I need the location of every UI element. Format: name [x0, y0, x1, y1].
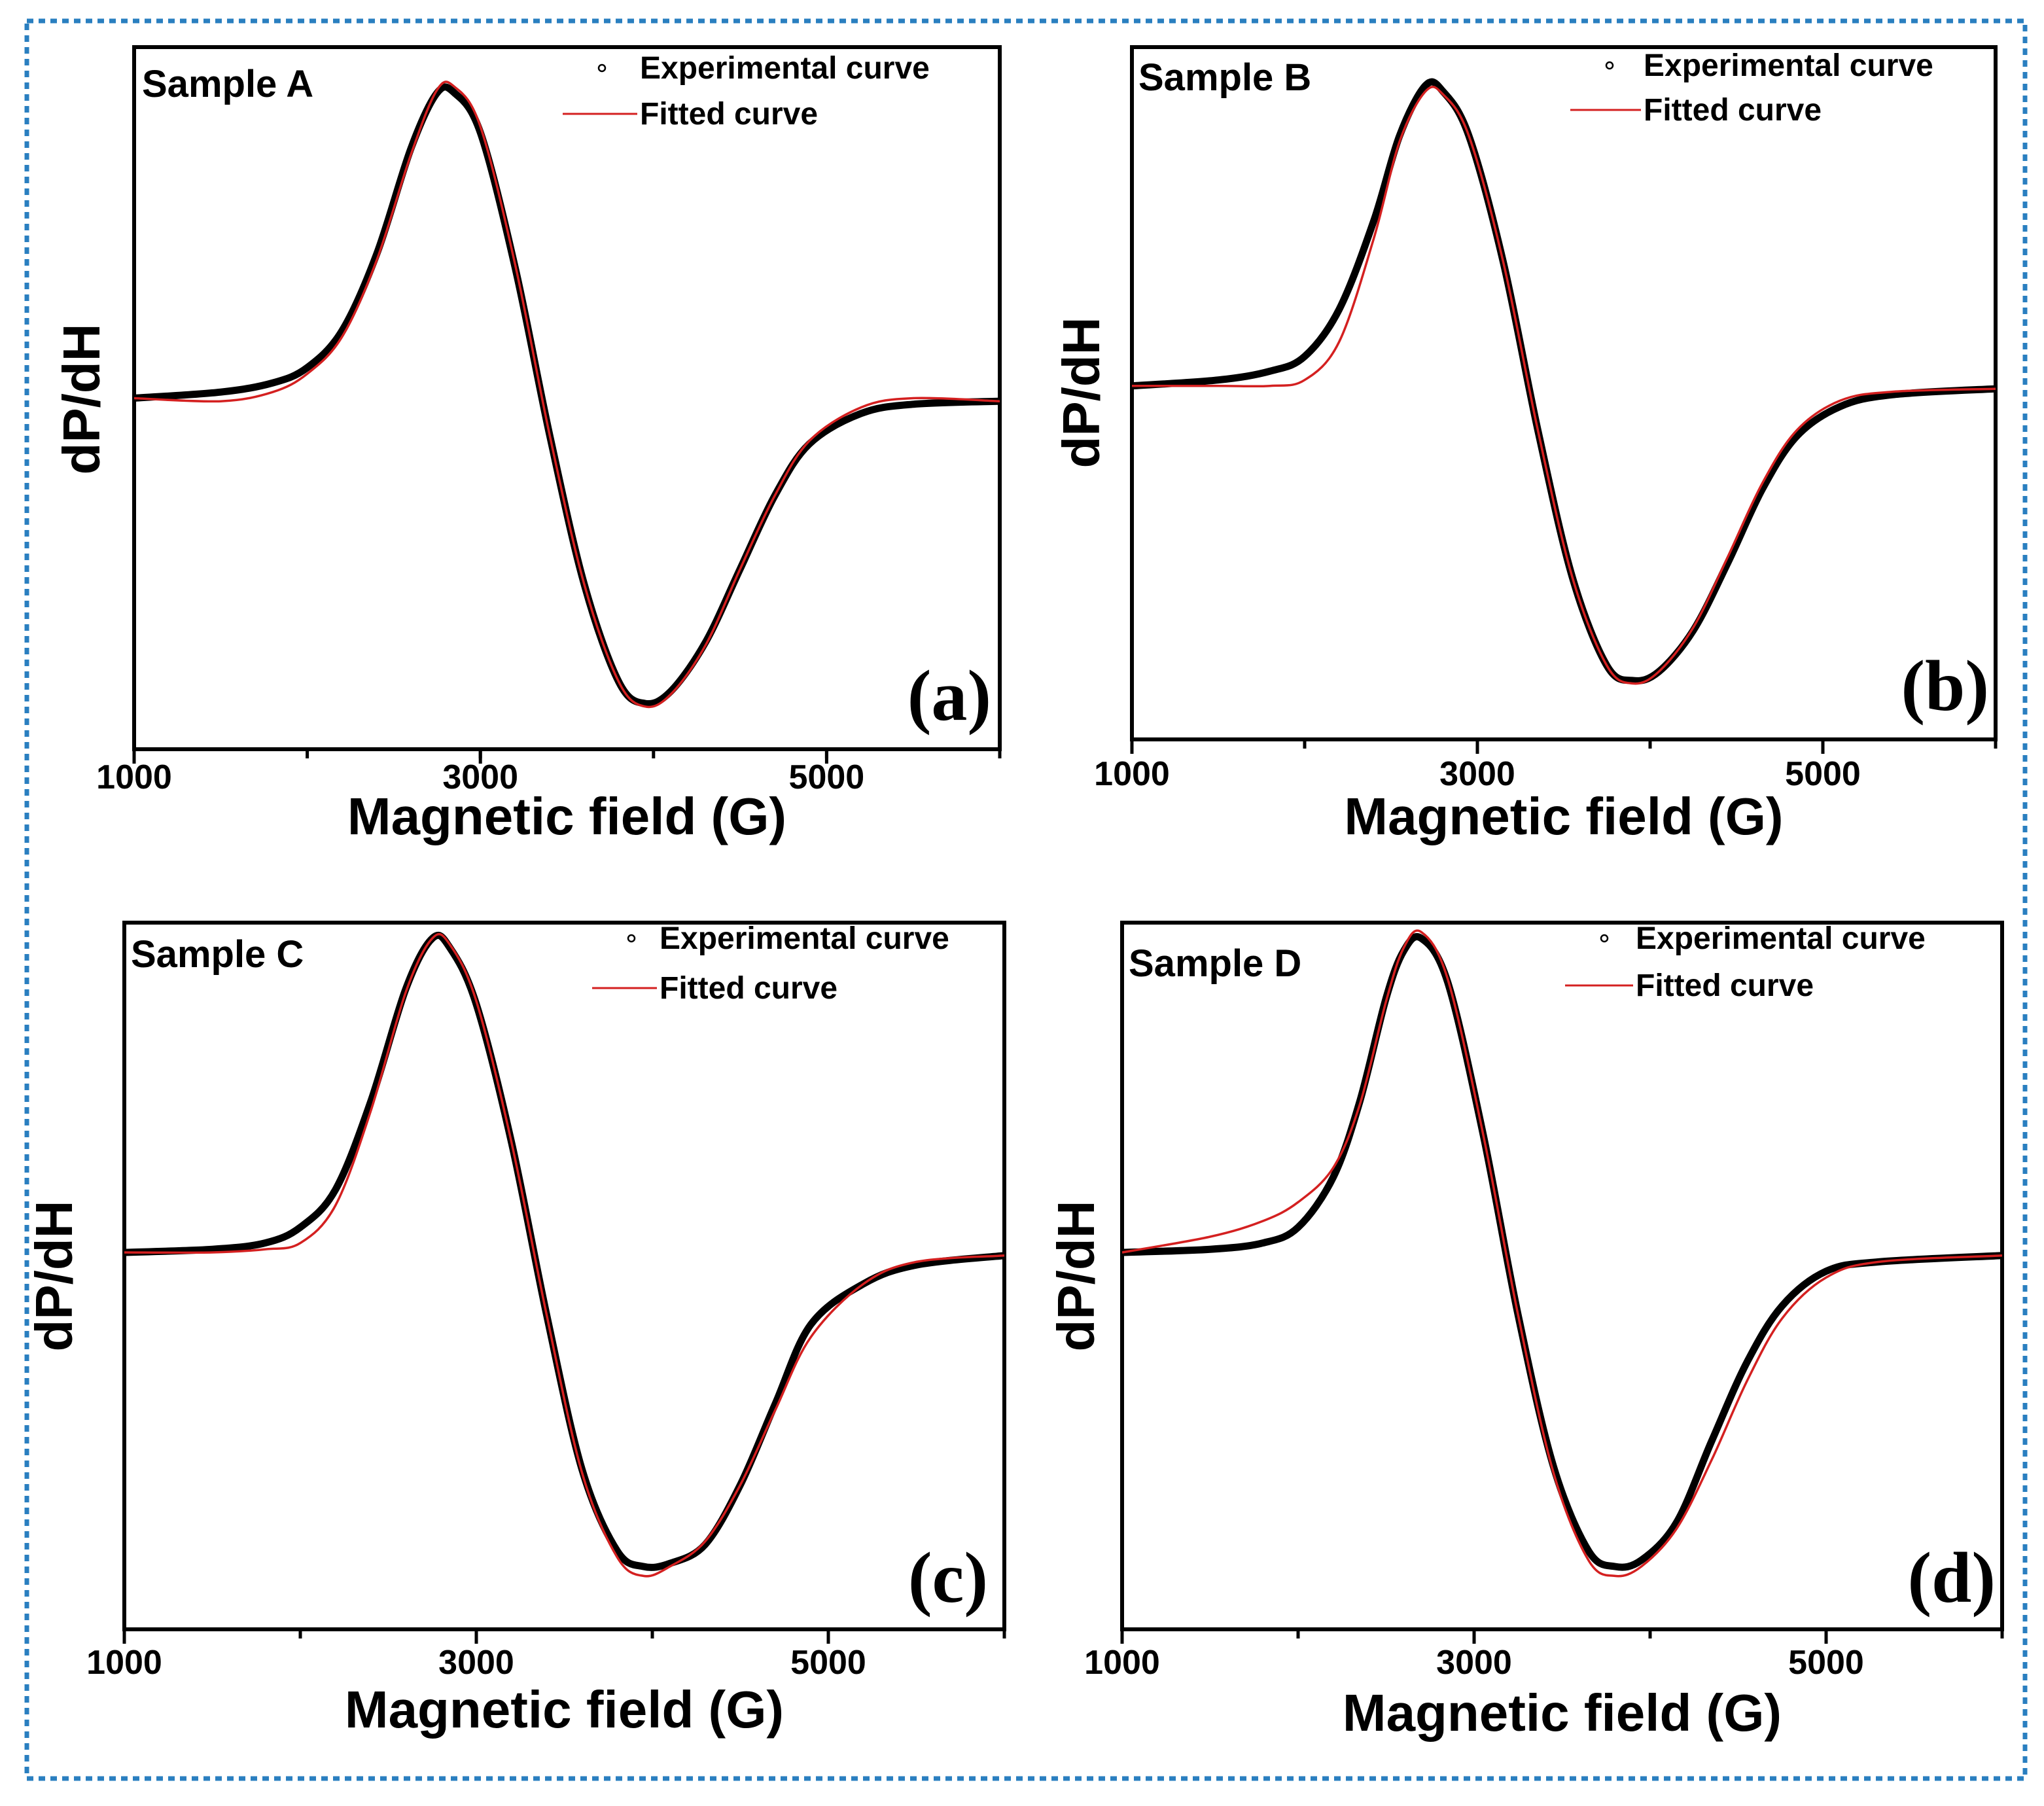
- x-tick-label: 5000: [1785, 755, 1861, 793]
- x-tick-label: 5000: [1788, 1644, 1864, 1682]
- legend-label-fitted: Fitted curve: [660, 971, 837, 1006]
- fitted-curve: [1132, 85, 1996, 685]
- legend-marker-experimental: [1605, 61, 1614, 70]
- fitted-curve: [1122, 929, 2002, 1578]
- legend-label-experimental: Experimental curve: [1644, 48, 1933, 83]
- x-tick-label: 5000: [790, 1644, 866, 1682]
- legend-label-fitted: Fitted curve: [640, 97, 818, 132]
- legend-label-fitted: Fitted curve: [1644, 93, 1822, 128]
- panel-letter: (c): [908, 1538, 988, 1618]
- panel-letter: (b): [1901, 646, 1989, 726]
- y-axis-title: dP/dH: [1047, 1200, 1105, 1351]
- x-tick-label: 1000: [1084, 1644, 1160, 1682]
- sample-label: Sample D: [1129, 942, 1301, 985]
- plot-area: [132, 45, 1002, 751]
- x-tick-label: 1000: [1094, 755, 1170, 793]
- legend-label-experimental: Experimental curve: [640, 51, 930, 86]
- y-axis-title: dP/dH: [1052, 317, 1110, 468]
- legend-label-fitted: Fitted curve: [1636, 968, 1814, 1003]
- x-tick-label: 1000: [86, 1644, 162, 1682]
- sample-label: Sample A: [142, 63, 313, 105]
- x-tick-label: 1000: [96, 758, 172, 796]
- x-axis-title: Magnetic field (G): [1344, 787, 1783, 845]
- x-tick-label: 3000: [1439, 755, 1515, 793]
- plot-area: [122, 921, 1006, 1631]
- panel-letter: (d): [1908, 1538, 1996, 1618]
- plot-area: [1130, 45, 1998, 741]
- fitted-curve: [134, 80, 1000, 709]
- legend-label-experimental: Experimental curve: [1636, 921, 1926, 956]
- y-axis-title: dP/dH: [52, 323, 111, 474]
- x-tick-label: 3000: [1436, 1644, 1512, 1682]
- x-tick-label: 5000: [789, 758, 865, 796]
- x-tick-label: 3000: [442, 758, 518, 796]
- figure-frame: [24, 18, 2028, 1781]
- x-axis-title: Magnetic field (G): [1343, 1684, 1782, 1742]
- y-axis-title: dP/dH: [25, 1200, 83, 1351]
- sample-label: Sample C: [131, 933, 304, 976]
- x-tick-label: 3000: [438, 1644, 514, 1682]
- panel-letter: (a): [907, 656, 991, 735]
- plot-area: [1120, 921, 2004, 1631]
- fitted-curve: [124, 932, 1004, 1578]
- x-axis-title: Magnetic field (G): [347, 787, 786, 845]
- sample-label: Sample B: [1138, 56, 1311, 99]
- legend-marker-experimental: [627, 934, 636, 943]
- x-axis-title: Magnetic field (G): [345, 1680, 784, 1739]
- legend-label-experimental: Experimental curve: [660, 921, 949, 956]
- legend-marker-experimental: [1600, 934, 1609, 943]
- legend-marker-experimental: [597, 63, 607, 73]
